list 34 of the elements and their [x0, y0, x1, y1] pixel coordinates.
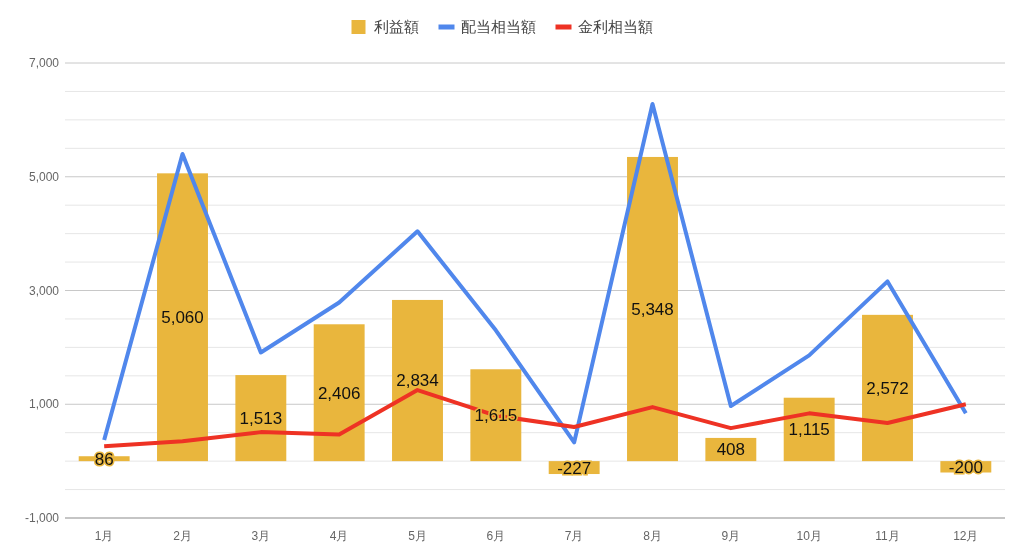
bar: [627, 156, 678, 462]
bar: [392, 299, 443, 462]
data-label: 5,348: [631, 299, 674, 319]
x-tick-label: 11月: [875, 529, 900, 544]
x-tick-label: 5月: [408, 529, 427, 544]
x-tick-label: 10月: [796, 529, 822, 544]
y-tick-label: 5,000: [28, 169, 60, 184]
legend-label: 配当相当額: [460, 18, 536, 36]
x-tick-label: 2月: [173, 529, 192, 544]
x-tick-label: 7月: [564, 529, 584, 544]
data-label: 5,060: [161, 308, 204, 328]
data-label: 408: [716, 440, 746, 460]
y-tick-label: 3,000: [28, 283, 60, 298]
y-tick-label: -1,000: [24, 511, 60, 526]
bar: [157, 173, 208, 462]
x-tick-label: 12月: [953, 529, 979, 544]
y-tick-label: 1,000: [28, 397, 60, 412]
legend-label: 金利相当額: [577, 18, 653, 36]
x-tick-label: 9月: [721, 529, 741, 544]
data-label: 2,406: [317, 383, 361, 403]
x-tick-label: 3月: [251, 529, 271, 544]
data-label: 1,513: [239, 409, 283, 429]
x-tick-label: 1月: [94, 529, 114, 544]
line-series: [102, 101, 968, 445]
data-label: 2,834: [396, 371, 439, 391]
x-tick-label: 6月: [486, 529, 506, 544]
x-tick-label: 4月: [329, 529, 349, 544]
data-label: 1,115: [788, 420, 830, 440]
data-label: -200: [948, 457, 983, 477]
x-tick-label: 8月: [643, 529, 662, 544]
y-tick-label: 7,000: [28, 56, 60, 71]
legend-label: 利益額: [373, 18, 419, 36]
data-label: 2,572: [866, 378, 909, 398]
data-label: -227: [557, 458, 592, 478]
